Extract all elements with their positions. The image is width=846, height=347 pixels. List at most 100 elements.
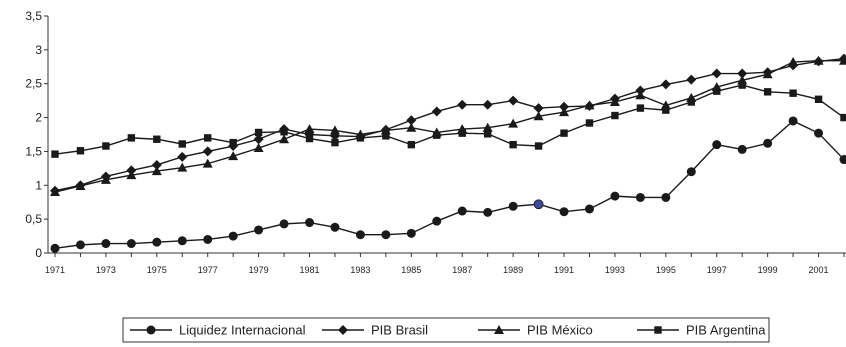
data-point-pib-mexico [839, 55, 846, 65]
data-point-liquidez-internacional [686, 167, 696, 177]
data-point-pib-mexico [279, 134, 290, 144]
data-point-pib-mexico [151, 166, 162, 176]
data-point-liquidez-internacional [559, 207, 569, 217]
data-point-pib-brasil [177, 151, 188, 162]
data-point-pib-argentina [382, 132, 390, 140]
x-tick-label: 1993 [605, 265, 625, 275]
x-tick-label: 1989 [503, 265, 523, 275]
x-tick-label: 1971 [45, 265, 65, 275]
data-point-liquidez-internacional [432, 216, 442, 226]
data-point-liquidez-internacional [661, 192, 671, 202]
data-point-liquidez-internacional [737, 144, 747, 154]
data-point-pib-brasil [686, 74, 697, 85]
data-point-pib-argentina [585, 119, 594, 127]
data-point-pib-argentina [204, 134, 212, 142]
data-point-pib-mexico [406, 122, 417, 132]
data-point-liquidez-internacional [584, 204, 594, 214]
data-point-pib-mexico [788, 57, 799, 67]
data-point-pib-argentina [280, 128, 288, 136]
x-tick-label: 1997 [707, 265, 727, 275]
data-point-liquidez-internacional [381, 230, 391, 240]
series-line-pib-argentina [54, 84, 845, 155]
x-tick-label: 1985 [401, 265, 421, 275]
data-point-liquidez-internacional [839, 155, 846, 165]
data-point-liquidez-internacional [126, 239, 136, 249]
data-point-pib-mexico [50, 187, 60, 197]
data-point-pib-mexico [100, 174, 111, 184]
x-tick-label: 1973 [96, 265, 116, 275]
x-tick-label: 1987 [452, 265, 472, 275]
data-point-pib-argentina [509, 140, 517, 149]
data-point-pib-brasil [253, 134, 264, 145]
data-point-pib-brasil [431, 106, 442, 117]
x-tick-label: 1975 [147, 265, 167, 275]
data-point-pib-brasil [151, 159, 162, 170]
data-point-pib-argentina [840, 113, 846, 122]
legend-marker-pib-mexico [494, 325, 504, 334]
legend: Liquidez Internacional PIB Brasil PIB Méxi… [122, 317, 770, 343]
series-pib-argentina [51, 81, 846, 158]
data-point-pib-argentina [305, 134, 314, 143]
legend-marker-pib-argentina [654, 326, 662, 334]
data-point-pib-mexico [635, 90, 646, 100]
data-point-liquidez-internacional [508, 201, 518, 211]
data-point-pib-mexico [304, 124, 315, 134]
x-tick-label: 1991 [554, 265, 574, 275]
axes: 0 0,5 1 1,5 2 2,5 3 3,5 1971 1973 1975 1977 1979 1981… [25, 9, 846, 275]
data-point-pib-mexico [762, 69, 773, 79]
data-point-pib-argentina [662, 106, 670, 114]
data-point-pib-argentina [356, 134, 365, 142]
data-point-pib-brasil [559, 101, 570, 112]
data-point-pib-argentina [433, 131, 441, 139]
data-point-liquidez-internacional [814, 128, 824, 138]
data-point-liquidez-internacional [712, 140, 722, 150]
y-tick-label: 3 [35, 43, 42, 57]
x-tick-label: 1977 [198, 265, 218, 275]
data-point-pib-mexico [329, 125, 340, 135]
data-point-pib-argentina [789, 89, 797, 97]
data-point-pib-mexico [609, 96, 620, 106]
data-point-pib-argentina [687, 98, 695, 106]
data-point-pib-mexico [177, 162, 188, 172]
data-point-pib-argentina [483, 130, 492, 138]
data-point-pib-argentina [102, 142, 110, 150]
x-tick-label: 1999 [758, 265, 778, 275]
y-tick-label: 2,5 [25, 77, 42, 91]
data-point-liquidez-internacional [50, 243, 60, 253]
y-tick-label: 0,5 [25, 212, 42, 226]
legend-label-liquidez-internacional: Liquidez Internacional [179, 323, 306, 338]
x-tick-label: 1981 [300, 265, 320, 275]
series-line-pib-mexico [54, 59, 844, 193]
data-point-pib-mexico [508, 118, 519, 128]
data-point-liquidez-internacional [228, 231, 238, 241]
x-tick-label: 1983 [350, 265, 370, 275]
data-point-pib-argentina [51, 150, 59, 158]
data-point-pib-argentina [407, 140, 416, 149]
series-line-pib-brasil [54, 57, 845, 192]
data-point-pib-brasil [737, 68, 748, 79]
data-point-liquidez-internacional [763, 138, 773, 148]
data-point-pib-argentina [534, 142, 543, 150]
data-point-liquidez-internacional [406, 228, 416, 238]
y-tick-label: 3,5 [25, 9, 42, 23]
data-point-liquidez-internacional [177, 236, 187, 246]
data-point-pib-argentina [763, 88, 772, 96]
data-point-pib-brasil [533, 103, 544, 114]
legend-label-pib-brasil: PIB Brasil [371, 323, 428, 338]
series-lines [50, 53, 846, 253]
data-point-pib-argentina [560, 129, 568, 137]
x-tick-label: 1979 [249, 265, 269, 275]
data-point-liquidez-internacional [75, 240, 85, 250]
legend-marker-pib-brasil [338, 325, 348, 335]
data-point-pib-mexico [584, 100, 595, 110]
data-point-pib-mexico [228, 151, 239, 161]
data-point-liquidez-internacional [203, 234, 213, 244]
data-point-liquidez-internacional [610, 191, 620, 201]
data-point-liquidez-internacional [330, 222, 340, 232]
data-point-pib-brasil [508, 95, 519, 106]
data-point-pib-mexico [253, 143, 264, 153]
data-point-pib-argentina [178, 140, 186, 148]
data-point-pib-argentina [254, 128, 263, 137]
y-tick-label: 1,5 [25, 144, 42, 158]
data-point-pib-mexico [75, 180, 86, 190]
